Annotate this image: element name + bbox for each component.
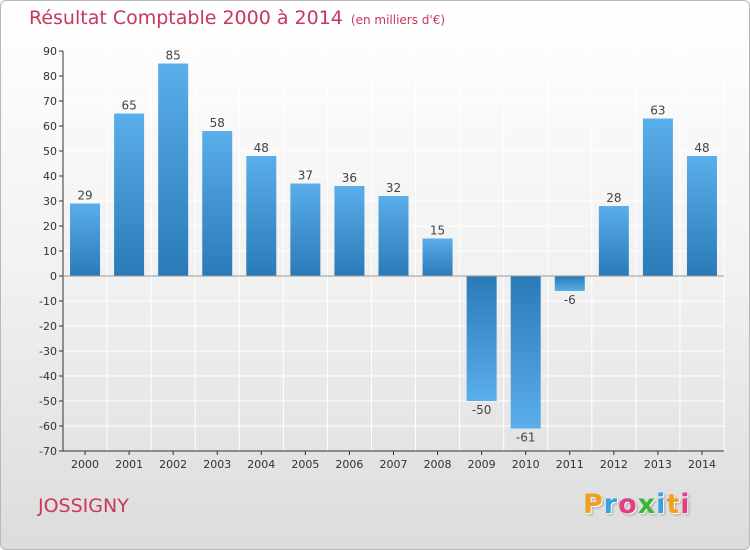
x-tick-label: 2014: [688, 458, 716, 471]
x-tick-label: 2012: [600, 458, 628, 471]
y-tick-label: 90: [43, 45, 57, 58]
x-tick-label: 2013: [644, 458, 672, 471]
chart-subtitle: (en milliers d'€): [350, 13, 446, 27]
bar: [686, 156, 717, 276]
x-tick-label: 2003: [203, 458, 231, 471]
x-tick-label: 2011: [556, 458, 584, 471]
data-label: -61: [516, 431, 536, 445]
data-label: 36: [342, 171, 357, 185]
bar: [202, 131, 233, 276]
x-tick-label: 2006: [335, 458, 363, 471]
data-label: 28: [606, 191, 621, 205]
y-tick-label: 80: [43, 70, 57, 83]
y-tick-label: 50: [43, 145, 57, 158]
data-label: 32: [386, 181, 401, 195]
x-tick-label: 2000: [71, 458, 99, 471]
bar: [246, 156, 277, 276]
y-tick-label: -20: [39, 320, 57, 333]
labels: 9080706050403020100-10-20-30-40-50-60-70…: [39, 45, 716, 471]
x-tick-label: 2005: [291, 458, 319, 471]
x-tick-label: 2002: [159, 458, 187, 471]
bar: [642, 118, 673, 276]
logo-letter: x: [637, 489, 657, 520]
bar: [70, 203, 101, 276]
data-label: -6: [564, 293, 576, 307]
logo-letter: i: [656, 489, 667, 520]
x-tick-label: 2007: [380, 458, 408, 471]
y-tick-label: 40: [43, 170, 57, 183]
data-label: 15: [430, 224, 445, 238]
logo-letter: r: [603, 489, 619, 520]
y-tick-label: 60: [43, 120, 57, 133]
x-tick-label: 2004: [247, 458, 275, 471]
place-name: JOSSIGNY: [38, 495, 129, 517]
data-label: 85: [166, 49, 181, 63]
y-tick-label: -30: [39, 345, 57, 358]
data-label: -50: [472, 403, 492, 417]
data-label: 63: [650, 104, 665, 118]
y-tick-label: 10: [43, 245, 57, 258]
bar: [554, 276, 585, 291]
bar: [290, 183, 321, 276]
bar: [378, 196, 409, 276]
data-label: 37: [298, 169, 313, 183]
logo-letter: P: [583, 489, 604, 520]
bar: [422, 238, 453, 276]
y-tick-label: 70: [43, 95, 57, 108]
y-tick-label: 20: [43, 220, 57, 233]
logo-letter: o: [618, 489, 638, 520]
bar: [334, 186, 365, 276]
proxiti-logo[interactable]: Proxiti: [583, 489, 691, 520]
y-tick-label: 0: [50, 270, 57, 283]
x-tick-label: 2001: [115, 458, 143, 471]
data-label: 58: [210, 116, 225, 130]
data-label: 48: [694, 141, 709, 155]
y-tick-label: -50: [39, 395, 57, 408]
bar: [158, 63, 189, 276]
y-tick-label: -10: [39, 295, 57, 308]
data-label: 48: [254, 141, 269, 155]
chart-title-text: Résultat Comptable 2000 à 2014: [29, 7, 343, 29]
logo-letter: i: [680, 489, 691, 520]
data-label: 65: [121, 99, 136, 113]
bar: [114, 113, 145, 276]
x-tick-label: 2008: [424, 458, 452, 471]
bar: [510, 276, 541, 429]
bar: [466, 276, 497, 401]
x-tick-label: 2009: [468, 458, 496, 471]
y-tick-label: -40: [39, 370, 57, 383]
bar: [598, 206, 629, 276]
x-tick-label: 2010: [512, 458, 540, 471]
y-tick-label: -70: [39, 445, 57, 458]
chart-title: Résultat Comptable 2000 à 2014 (en millie…: [29, 7, 445, 29]
y-tick-label: -60: [39, 420, 57, 433]
bars: [70, 63, 717, 429]
y-tick-label: 30: [43, 195, 57, 208]
logo-letter: t: [666, 489, 681, 520]
data-label: 29: [77, 189, 92, 203]
axes: [59, 50, 724, 455]
